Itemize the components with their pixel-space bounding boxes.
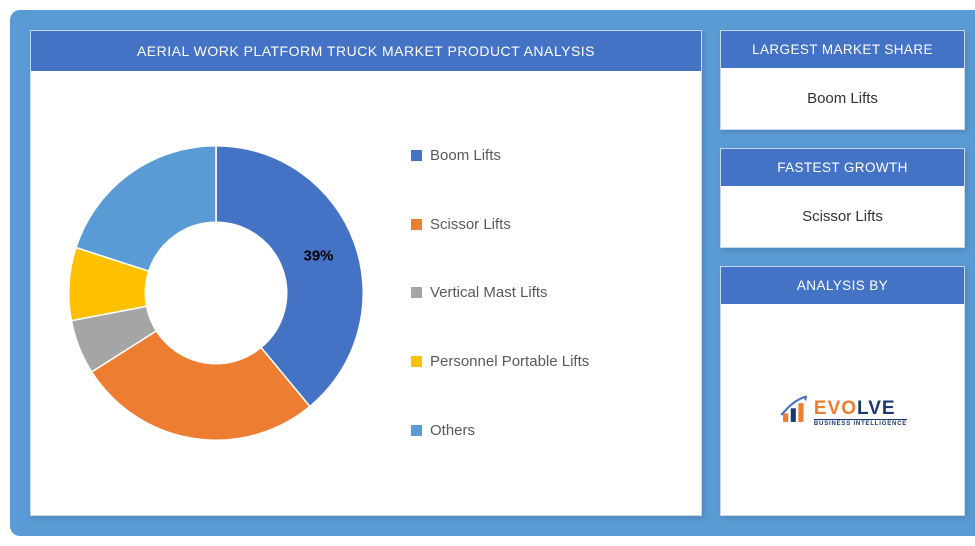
donut-svg <box>61 138 371 448</box>
card-header: LARGEST MARKET SHARE <box>721 31 964 68</box>
legend-swatch <box>411 150 422 161</box>
brand-part-1: EVO <box>814 398 857 419</box>
side-column: LARGEST MARKET SHARE Boom Lifts FASTEST … <box>720 30 965 516</box>
brand-tagline: BUSINESS INTELLIGENCE <box>814 419 907 427</box>
legend-swatch <box>411 287 422 298</box>
card-header: ANALYSIS BY <box>721 267 964 304</box>
legend-item: Personnel Portable Lifts <box>411 353 671 370</box>
card-value: Boom Lifts <box>721 68 964 129</box>
legend-swatch <box>411 219 422 230</box>
legend-label: Boom Lifts <box>430 147 501 164</box>
card-largest-share: LARGEST MARKET SHARE Boom Lifts <box>720 30 965 130</box>
slice-label: 39% <box>304 248 334 265</box>
card-fastest-growth: FASTEST GROWTH Scissor Lifts <box>720 148 965 248</box>
main-title: AERIAL WORK PLATFORM TRUCK MARKET PRODUC… <box>31 31 701 71</box>
brand-part-2: LVE <box>857 398 896 419</box>
logo-icon <box>778 393 812 427</box>
brand-logo: EVOLVE BUSINESS INTELLIGENCE <box>721 304 964 515</box>
infographic-canvas: AERIAL WORK PLATFORM TRUCK MARKET PRODUC… <box>10 10 975 536</box>
chart-legend: Boom Lifts Scissor Lifts Vertical Mast Lif… <box>371 91 671 495</box>
donut-chart: 39% <box>61 138 371 448</box>
donut-slice <box>76 146 216 271</box>
legend-swatch <box>411 356 422 367</box>
legend-label: Scissor Lifts <box>430 216 511 233</box>
card-analysis-by: ANALYSIS BY EVOLVE <box>720 266 965 516</box>
card-header: FASTEST GROWTH <box>721 149 964 186</box>
legend-item: Vertical Mast Lifts <box>411 284 671 301</box>
legend-item: Scissor Lifts <box>411 216 671 233</box>
chart-body: 39% Boom Lifts Scissor Lifts Vertical Mast… <box>31 71 701 515</box>
main-chart-panel: AERIAL WORK PLATFORM TRUCK MARKET PRODUC… <box>30 30 702 516</box>
brand-name: EVOLVE <box>814 399 907 418</box>
legend-swatch <box>411 425 422 436</box>
legend-label: Vertical Mast Lifts <box>430 284 548 301</box>
legend-item: Boom Lifts <box>411 147 671 164</box>
legend-item: Others <box>411 422 671 439</box>
legend-label: Personnel Portable Lifts <box>430 353 589 370</box>
card-value: Scissor Lifts <box>721 186 964 247</box>
legend-label: Others <box>430 422 475 439</box>
